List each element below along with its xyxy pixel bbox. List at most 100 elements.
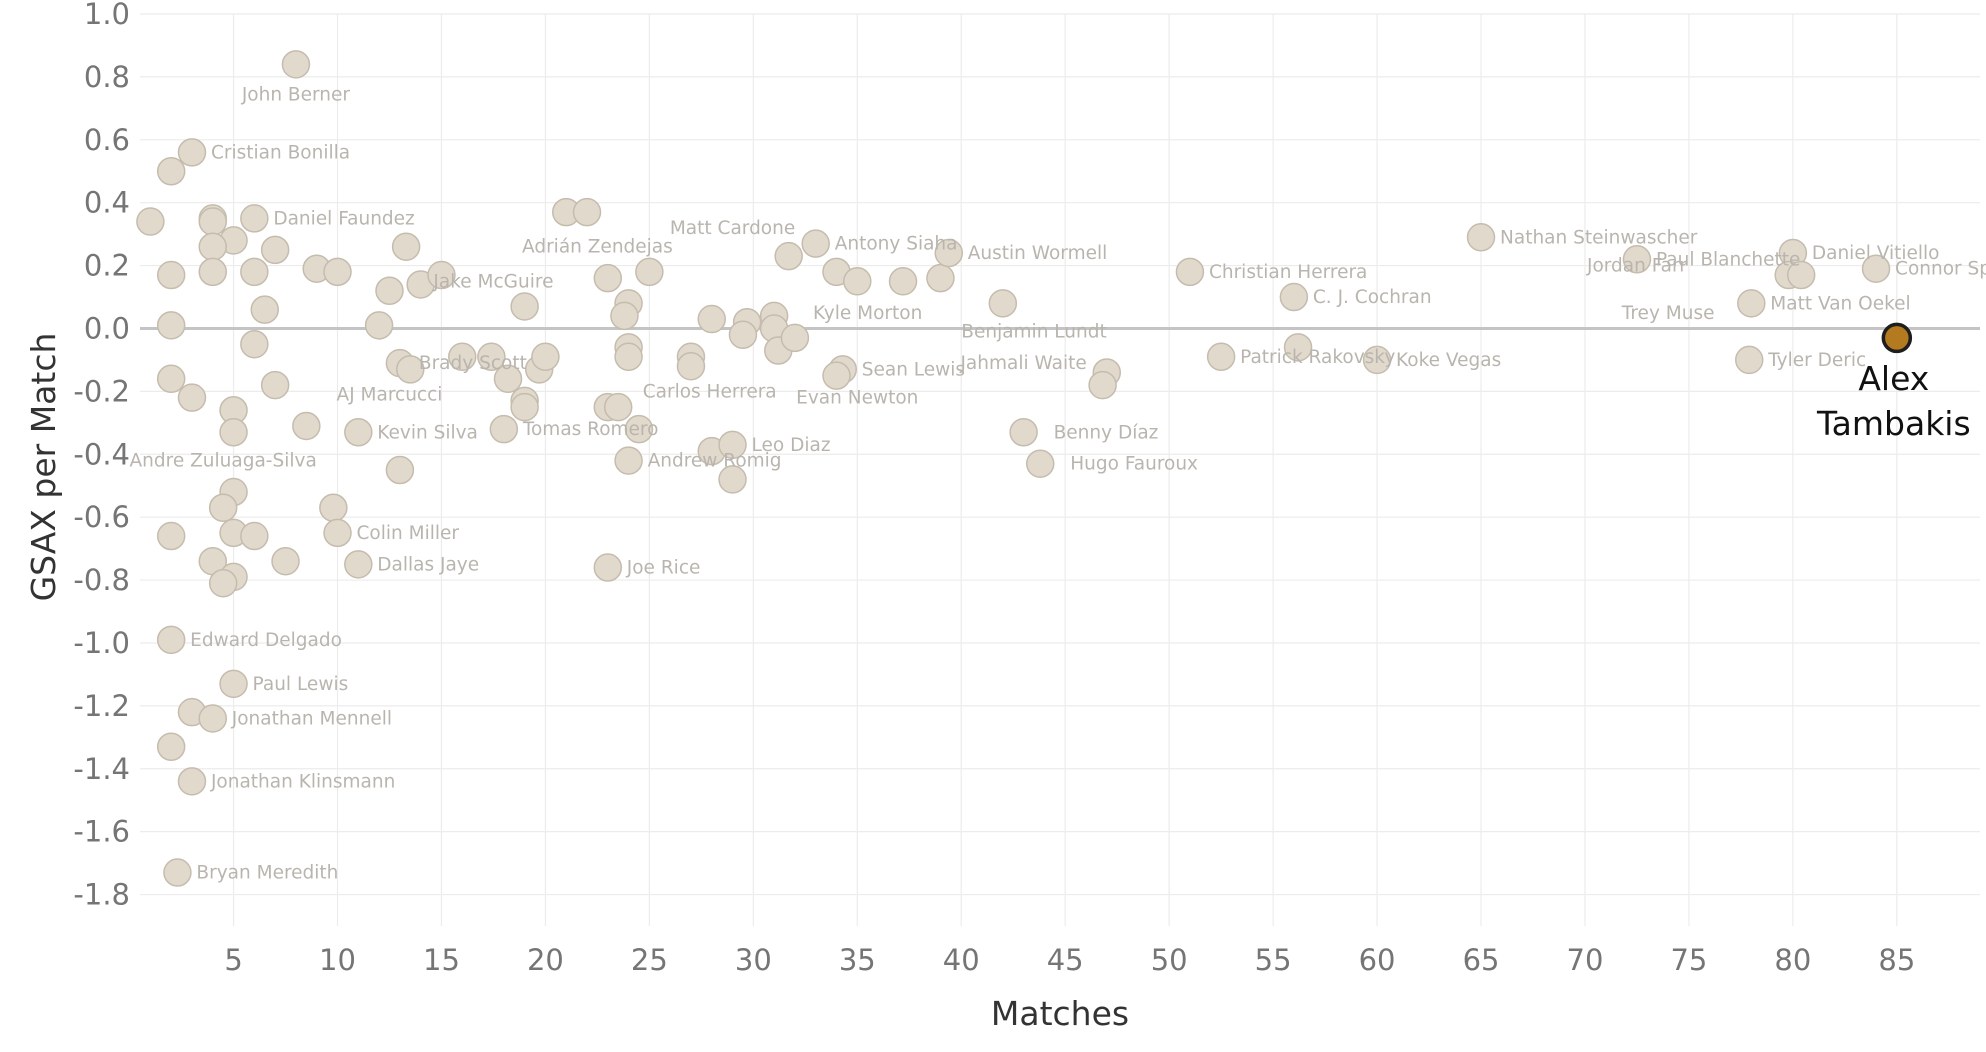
- point-label: Jake McGuire: [432, 271, 553, 292]
- x-axis-title: Matches: [991, 994, 1129, 1033]
- x-tick-label: 55: [1255, 943, 1292, 977]
- data-point: [323, 518, 352, 548]
- data-point: [988, 289, 1018, 318]
- highlight-label: Alex: [1858, 359, 1929, 398]
- point-label: Connor Sparrow: [1895, 259, 1986, 280]
- data-point: [774, 241, 803, 271]
- x-tick-label: 15: [423, 943, 460, 977]
- data-point: [250, 295, 279, 324]
- data-point: [1279, 282, 1309, 312]
- point-label: Christian Herrera: [1209, 262, 1367, 283]
- data-point: [888, 267, 918, 296]
- point-labels: John Berner Cristian Bonilla Daniel Faunde…: [130, 84, 1986, 883]
- data-point: [177, 767, 207, 796]
- x-tick-label: 65: [1463, 943, 1500, 977]
- data-point: [1009, 418, 1038, 447]
- data-point: [177, 383, 207, 412]
- data-point: [843, 267, 872, 296]
- point-label: Sean Lewis: [862, 359, 965, 380]
- y-tick-label: -1.0: [73, 626, 130, 660]
- point-label: Adrián Zendejas: [522, 237, 673, 258]
- x-tick-label: 30: [735, 943, 772, 977]
- point-label: Edward Delgado: [190, 630, 342, 651]
- point-label: Joe Rice: [626, 557, 701, 578]
- data-point: [676, 351, 706, 381]
- data-point: [198, 257, 228, 287]
- x-tick-label: 75: [1670, 943, 1707, 977]
- x-tick-label: 70: [1567, 943, 1604, 977]
- data-point: [375, 276, 404, 305]
- data-point: [934, 238, 964, 268]
- point-label: Andre Zuluaga-Silva: [130, 451, 317, 472]
- y-tick-label: 0.0: [84, 311, 130, 345]
- data-point: [156, 311, 186, 340]
- point-label: Matt Cardone: [670, 218, 795, 239]
- data-point: [198, 704, 228, 733]
- point-label: Daniel Vitiello: [1812, 243, 1940, 264]
- data-point: [156, 521, 186, 551]
- data-point: [926, 263, 955, 293]
- data-point: [697, 304, 727, 334]
- data-point: [219, 418, 248, 447]
- y-tick-label: 1.0: [84, 0, 130, 31]
- data-point: [822, 361, 851, 390]
- data-point: [593, 263, 623, 293]
- data-point: [1737, 289, 1766, 318]
- point-label: Jordan Farr: [1586, 256, 1687, 277]
- data-point: [1206, 342, 1236, 372]
- y-tick-label: 0.8: [84, 60, 130, 94]
- point-label: Patrick Rakovsky: [1240, 347, 1395, 368]
- data-point: [603, 392, 633, 422]
- data-point: [1622, 245, 1652, 274]
- data-point: [614, 446, 643, 475]
- point-label: Nathan Steinwascher: [1500, 227, 1698, 248]
- point-label: Bryan Meredith: [196, 863, 338, 884]
- data-point: [489, 414, 519, 444]
- data-point: [593, 553, 623, 582]
- y-tick-label: 0.6: [84, 123, 130, 157]
- point-label: Tomas Romero: [522, 419, 659, 440]
- data-point: [1734, 345, 1764, 375]
- data-point: [1466, 223, 1496, 252]
- x-tick-label: 45: [1047, 943, 1084, 977]
- point-label: Kyle Morton: [813, 303, 922, 324]
- point-label: Evan Newton: [796, 388, 918, 409]
- data-point: [1175, 257, 1205, 287]
- data-point: [319, 493, 348, 522]
- point-label: Kevin Silva: [377, 422, 478, 443]
- gridlines: [140, 13, 1980, 926]
- highlight-point: [1881, 322, 1913, 354]
- data-point: [344, 550, 373, 579]
- y-tick-label: 0.4: [84, 186, 130, 220]
- data-point: [240, 521, 269, 551]
- y-tick-label: -0.8: [73, 563, 130, 597]
- data-point: [610, 301, 639, 331]
- point-label: Daniel Faundez: [273, 208, 414, 229]
- data-point: [624, 414, 654, 444]
- data-point: [208, 568, 238, 598]
- data-point: [344, 418, 373, 447]
- data-point: [156, 364, 186, 394]
- y-tick-label: -0.2: [73, 374, 130, 408]
- data-point: [136, 207, 165, 236]
- point-label: Matt Van Oekel: [1770, 293, 1910, 314]
- data-point: [156, 156, 186, 186]
- y-tick-label: -1.4: [73, 752, 130, 786]
- data-point: [198, 207, 228, 236]
- point-label: C. J. Cochran: [1313, 287, 1432, 308]
- data-point: [271, 546, 300, 576]
- data-point: [240, 257, 269, 287]
- y-tick-label: -1.6: [73, 815, 130, 849]
- x-tick-label: 5: [224, 943, 242, 977]
- x-tick-label: 10: [319, 943, 356, 977]
- point-label: Paul Blanchette: [1656, 249, 1800, 270]
- x-tick-label: 85: [1878, 943, 1915, 977]
- data-point: [1025, 449, 1055, 478]
- data-point: [1786, 260, 1816, 290]
- data-point: [493, 364, 523, 394]
- data-point: [1283, 333, 1313, 362]
- point-label: Paul Lewis: [253, 674, 349, 695]
- data-point: [801, 229, 830, 258]
- data-point: [780, 323, 810, 353]
